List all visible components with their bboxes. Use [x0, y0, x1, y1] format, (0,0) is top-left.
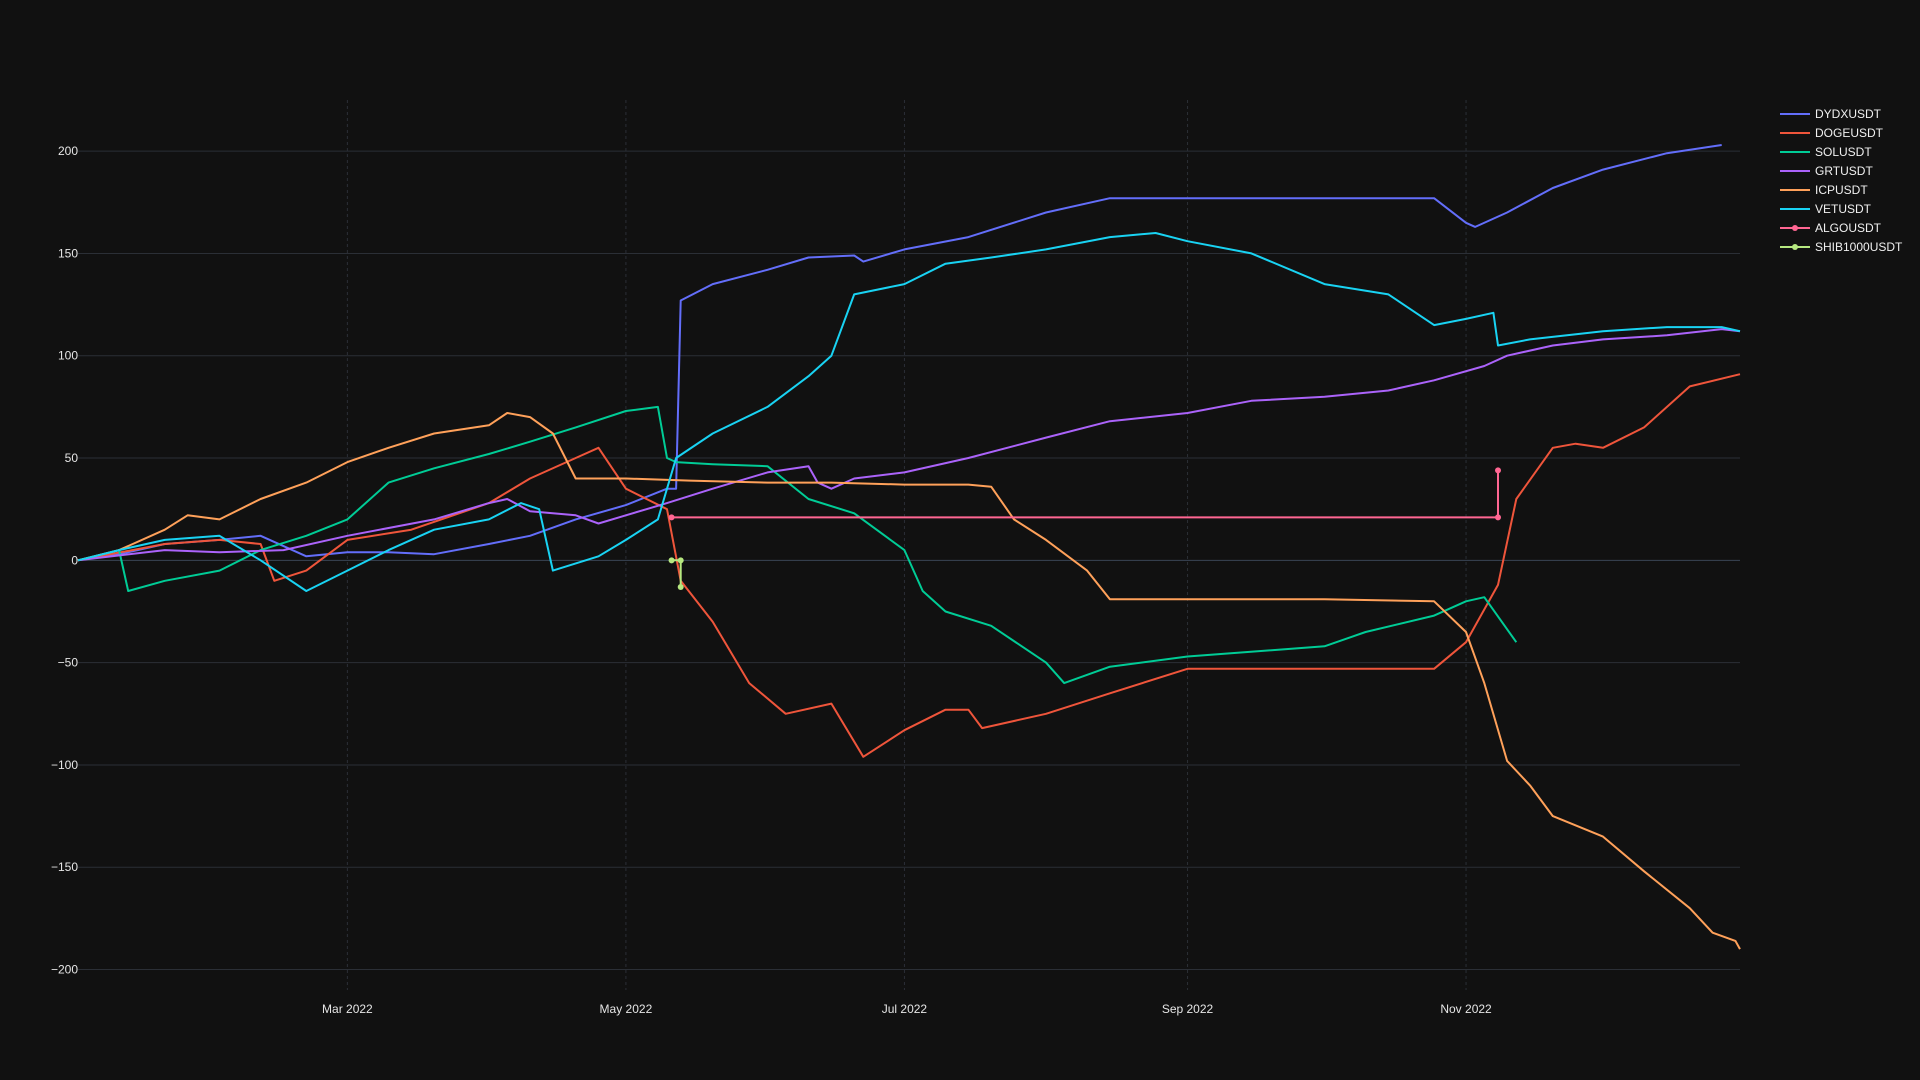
x-axis-tick-labels: Mar 2022 May 2022 Jul 2022 Sep 2022 Nov 2022 — [322, 1002, 1492, 1016]
data-point-algousdt — [1495, 514, 1502, 521]
legend-label-dogeusdt: DOGEUSDT — [1815, 126, 1884, 140]
data-point-shib1000usdt — [668, 557, 675, 564]
series-line-grtusdt[interactable] — [77, 328, 1741, 562]
data-point-shib1000usdt — [677, 557, 684, 564]
legend-item-dogeusdt[interactable]: DOGEUSDT — [1780, 126, 1884, 140]
legend-item-vetusdt[interactable]: VETUSDT — [1780, 202, 1872, 216]
x-tick-label: Mar 2022 — [322, 1002, 373, 1016]
legend-marker-shib1000usdt — [1792, 244, 1798, 250]
legend-item-grtusdt[interactable]: GRTUSDT — [1780, 164, 1873, 178]
legend-label-solusdt: SOLUSDT — [1815, 145, 1872, 159]
series-line-vetusdt[interactable] — [77, 232, 1741, 592]
x-tick-label: Nov 2022 — [1440, 1002, 1492, 1016]
x-gridlines — [346, 100, 1467, 990]
x-tick-label: Sep 2022 — [1162, 1002, 1214, 1016]
y-axis-tick-labels: 200 150 100 50 0 −50 −100 −150 −200 — [51, 144, 78, 976]
series-line-icpusdt[interactable] — [77, 412, 1741, 950]
y-tick-label: −100 — [51, 758, 78, 772]
x-tick-label: May 2022 — [600, 1002, 653, 1016]
legend-item-dydxusdt[interactable]: DYDXUSDT — [1780, 107, 1882, 121]
legend-item-icpusdt[interactable]: ICPUSDT — [1780, 183, 1868, 197]
x-tick-label: Jul 2022 — [882, 1002, 928, 1016]
plot-area[interactable] — [77, 144, 1741, 950]
series-line-dydxusdt[interactable] — [77, 144, 1722, 562]
data-point-algousdt — [1495, 467, 1502, 474]
legend-label-grtusdt: GRTUSDT — [1815, 164, 1873, 178]
y-tick-label: 100 — [58, 349, 78, 363]
legend-label-algousdt: ALGOUSDT — [1815, 221, 1882, 235]
y-tick-label: −50 — [58, 656, 79, 670]
legend-item-algousdt[interactable]: ALGOUSDT — [1780, 221, 1882, 235]
series-line-dogeusdt[interactable] — [77, 373, 1741, 758]
y-tick-label: 150 — [58, 246, 78, 260]
data-point-shib1000usdt — [677, 583, 684, 590]
legend-label-vetusdt: VETUSDT — [1815, 202, 1872, 216]
legend-item-shib1000usdt[interactable]: SHIB1000USDT — [1780, 240, 1903, 254]
legend[interactable]: DYDXUSDT DOGEUSDT SOLUSDT GRTUSDT ICPUSDT VET… — [1780, 107, 1903, 254]
legend-label-icpusdt: ICPUSDT — [1815, 183, 1868, 197]
y-tick-label: −150 — [51, 860, 78, 874]
y-tick-label: 50 — [65, 451, 79, 465]
legend-marker-algousdt — [1792, 225, 1798, 231]
series-line-solusdt[interactable] — [77, 405, 1518, 685]
legend-label-shib1000usdt: SHIB1000USDT — [1815, 240, 1903, 254]
legend-item-solusdt[interactable]: SOLUSDT — [1780, 145, 1872, 159]
y-tick-label: 0 — [71, 553, 78, 567]
legend-label-dydxusdt: DYDXUSDT — [1815, 107, 1882, 121]
y-tick-label: −200 — [51, 963, 78, 977]
y-tick-label: 200 — [58, 144, 78, 158]
y-gridlines — [78, 150, 1740, 971]
data-point-algousdt — [668, 514, 675, 521]
